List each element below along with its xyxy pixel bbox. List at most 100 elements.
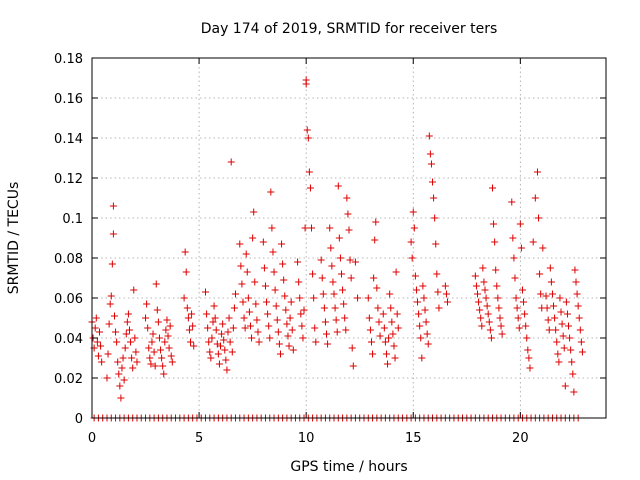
data-point	[493, 282, 501, 290]
data-point	[483, 302, 491, 310]
data-point	[531, 194, 539, 202]
data-point	[394, 324, 402, 332]
data-point	[244, 294, 252, 302]
chart-title: Day 174 of 2019, SRMTID for receiver ter…	[201, 21, 498, 37]
x-tick-label: 10	[298, 431, 315, 446]
data-point	[236, 240, 244, 248]
x-axis-label: GPS time / hours	[290, 459, 407, 475]
x-tick-label: 0	[88, 431, 96, 446]
data-point	[142, 314, 150, 322]
data-point	[106, 300, 114, 308]
data-point	[155, 334, 163, 342]
data-point	[207, 354, 215, 362]
data-point	[227, 158, 235, 166]
data-point	[472, 282, 480, 290]
data-point	[480, 278, 488, 286]
data-point	[214, 350, 222, 358]
data-point	[367, 338, 375, 346]
data-point	[330, 290, 338, 298]
data-point	[107, 292, 115, 300]
data-point	[158, 354, 166, 362]
data-point	[385, 334, 393, 342]
data-point	[344, 210, 352, 218]
data-point	[154, 318, 162, 326]
data-point	[536, 270, 544, 278]
data-point	[187, 338, 195, 346]
data-point	[115, 370, 123, 378]
data-point	[392, 268, 400, 276]
data-point	[108, 260, 116, 268]
data-point	[237, 262, 245, 270]
data-point	[508, 198, 516, 206]
data-point	[255, 338, 263, 346]
data-point	[431, 214, 439, 222]
data-point	[419, 282, 427, 290]
data-point	[159, 362, 167, 370]
data-point	[312, 338, 320, 346]
data-point	[253, 316, 261, 324]
data-point	[204, 324, 212, 332]
data-point	[479, 264, 487, 272]
data-point	[334, 182, 342, 190]
data-point	[328, 262, 336, 270]
y-tick-label: 0.12	[54, 172, 83, 187]
data-point	[370, 274, 378, 282]
data-point	[533, 168, 541, 176]
data-point	[242, 250, 250, 258]
data-point	[301, 224, 309, 232]
data-point	[112, 328, 120, 336]
data-point	[319, 290, 327, 298]
data-point	[222, 356, 230, 364]
data-point	[556, 294, 564, 302]
data-point	[409, 208, 417, 216]
data-point	[484, 310, 492, 318]
data-point	[231, 290, 239, 298]
data-point	[557, 308, 565, 316]
data-point	[238, 280, 246, 288]
data-point	[485, 318, 493, 326]
data-point	[202, 288, 210, 296]
data-point	[414, 298, 422, 306]
data-point	[161, 338, 169, 346]
y-tick-label: 0.08	[54, 252, 83, 267]
data-point	[568, 358, 576, 366]
data-point	[333, 328, 341, 336]
data-point	[209, 318, 217, 326]
data-point	[345, 226, 353, 234]
data-point	[91, 324, 99, 332]
data-point	[326, 224, 334, 232]
data-point	[109, 202, 117, 210]
data-point	[119, 354, 127, 362]
data-point	[306, 184, 314, 192]
data-point	[215, 360, 223, 368]
data-point	[476, 306, 484, 314]
data-point	[203, 310, 211, 318]
data-point	[128, 354, 136, 362]
data-point	[521, 310, 529, 318]
data-point	[287, 298, 295, 306]
data-point	[285, 342, 293, 350]
data-point	[98, 358, 106, 366]
data-point	[311, 324, 319, 332]
data-point	[239, 298, 247, 306]
data-point	[103, 374, 111, 382]
data-point	[180, 294, 188, 302]
data-point	[338, 270, 346, 278]
data-point	[525, 354, 533, 362]
data-point	[510, 254, 518, 262]
data-point	[561, 382, 569, 390]
data-point	[340, 300, 348, 308]
data-point	[208, 334, 216, 342]
data-point	[221, 346, 229, 354]
data-point	[509, 234, 517, 242]
data-point	[434, 288, 442, 296]
data-point	[418, 354, 426, 362]
data-point	[211, 314, 219, 322]
data-point	[280, 276, 288, 284]
data-point	[490, 220, 498, 228]
data-point	[254, 328, 262, 336]
data-point	[252, 300, 260, 308]
data-point	[245, 308, 253, 316]
data-point	[574, 302, 582, 310]
data-point	[320, 304, 328, 312]
